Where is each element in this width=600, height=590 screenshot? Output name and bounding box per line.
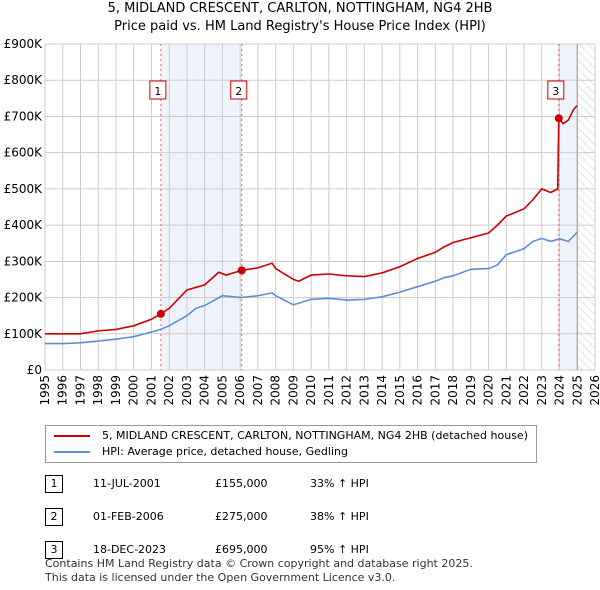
legend-label-property: 5, MIDLAND CRESCENT, CARLTON, NOTTINGHAM…: [102, 429, 528, 442]
x-tick-label: 2008: [269, 375, 283, 406]
x-tick-label: 2017: [428, 375, 442, 406]
x-tick-label: 2026: [588, 375, 600, 406]
legend-swatch-property: [54, 435, 90, 437]
x-tick-label: 2014: [375, 375, 389, 406]
sale-point: [156, 309, 165, 318]
x-tick-label: 2021: [499, 375, 513, 406]
sale-hpi-change: 33% ↑ HPI: [310, 477, 369, 490]
legend: 5, MIDLAND CRESCENT, CARLTON, NOTTINGHAM…: [45, 425, 537, 463]
x-tick-label: 2023: [535, 375, 549, 406]
y-tick-label: £700K: [4, 109, 44, 123]
x-tick-label: 2018: [446, 375, 460, 406]
x-tick-label: 2019: [464, 375, 478, 406]
x-tick-label: 1999: [109, 375, 123, 406]
sale-date: 01-FEB-2006: [93, 510, 164, 523]
legend-swatch-hpi: [54, 451, 90, 453]
x-tick-label: 2013: [357, 375, 371, 406]
sale-marker-box: [230, 80, 248, 100]
y-tick-label: £400K: [4, 218, 44, 232]
chart-subtitle: Price paid vs. HM Land Registry's House …: [114, 19, 486, 34]
x-tick-label: 2016: [411, 375, 425, 406]
y-tick-label: £200K: [4, 291, 44, 305]
y-tick-label: £100K: [4, 327, 44, 341]
x-tick-label: 2010: [304, 375, 318, 406]
sale-marker-label: 3: [552, 85, 559, 98]
sale-price: £275,000: [215, 510, 268, 523]
x-tick-label: 2007: [251, 375, 265, 406]
x-tick-label: 2003: [180, 375, 194, 406]
x-tick-label: 2005: [215, 375, 229, 406]
sale-price: £695,000: [215, 543, 268, 556]
sale-marker-label: 2: [235, 85, 242, 98]
sale-point: [554, 114, 563, 123]
future-hatch: [577, 44, 595, 370]
x-tick-label: 2006: [233, 375, 247, 406]
x-tick-label: 2002: [162, 375, 176, 406]
x-tick-label: 2011: [322, 375, 336, 406]
series-line: [45, 231, 578, 345]
sale-marker-label: 1: [154, 85, 161, 98]
chart-title: 5, MIDLAND CRESCENT, CARLTON, NOTTINGHAM…: [107, 1, 493, 16]
sale-date: 11-JUL-2001: [93, 477, 161, 490]
sale-hpi-change: 38% ↑ HPI: [310, 510, 369, 523]
y-tick-label: £600K: [4, 146, 44, 160]
x-tick-label: 2000: [127, 375, 141, 406]
sale-date: 18-DEC-2023: [93, 543, 167, 556]
sale-marker-box: [149, 80, 167, 100]
y-tick-label: £900K: [4, 37, 44, 51]
shaded-period: [558, 44, 578, 370]
legend-label-hpi: HPI: Average price, detached house, Gedl…: [102, 445, 348, 458]
x-tick-label: 2022: [517, 375, 531, 406]
x-tick-label: 1996: [56, 375, 70, 406]
sale-number: 1: [45, 475, 63, 493]
y-tick-label: £500K: [4, 182, 44, 196]
y-tick-label: £300K: [4, 254, 44, 268]
x-tick-label: 1998: [91, 375, 105, 406]
x-tick-label: 2025: [570, 375, 584, 406]
x-tick-label: 2001: [144, 375, 158, 406]
sale-price: £155,000: [215, 477, 268, 490]
x-tick-label: 2020: [482, 375, 496, 406]
sale-marker-box: [547, 80, 565, 100]
sale-number: 3: [45, 541, 63, 559]
y-tick-label: £0: [27, 363, 42, 377]
x-tick-label: 2009: [286, 375, 300, 406]
x-tick-label: 2004: [198, 375, 212, 406]
sale-point: [237, 266, 246, 275]
footer-copyright: Contains HM Land Registry data © Crown c…: [45, 557, 473, 570]
sale-hpi-change: 95% ↑ HPI: [310, 543, 369, 556]
x-tick-label: 1995: [38, 375, 52, 406]
x-tick-label: 2015: [393, 375, 407, 406]
sale-number: 2: [45, 508, 63, 526]
x-tick-label: 2024: [553, 375, 567, 406]
footer-licence: This data is licensed under the Open Gov…: [45, 571, 396, 584]
y-tick-label: £800K: [4, 73, 44, 87]
price-chart: 1995 1996 1997 1998 1999 2000 2001 2002 2003 2004…: [4, 37, 600, 406]
footer: Contains HM Land Registry data © Crown c…: [45, 557, 473, 585]
x-tick-label: 1997: [73, 375, 87, 406]
shaded-period: [160, 44, 242, 370]
x-tick-label: 2012: [340, 375, 354, 406]
